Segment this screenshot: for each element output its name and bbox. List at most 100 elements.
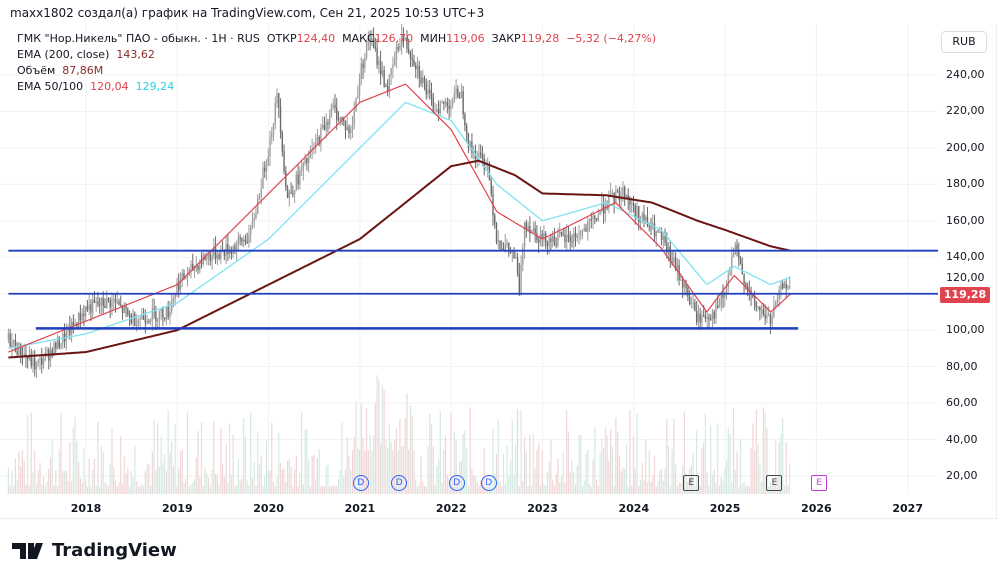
candle-body [329,116,331,125]
candle-body [207,254,210,257]
logo-text: TradingView [52,540,177,561]
candle-body [451,101,454,106]
candle-body [156,318,159,322]
high-value: 126,70 [374,32,414,45]
candle-body [88,304,90,310]
earnings-event-icon[interactable]: E [811,475,828,491]
chart-area[interactable] [0,23,997,519]
candle-body [557,233,559,246]
candle-body [390,67,392,75]
legend-ema50-100[interactable]: EMA 50/100 120,04 129,24 [17,79,656,95]
currency-button[interactable]: RUB [941,31,987,53]
candle-body [578,235,580,237]
candle-body [267,156,269,165]
legend-volume[interactable]: Объём 87,86M [17,63,656,79]
dividend-event-icon[interactable]: D [448,475,465,491]
candle-body [597,214,600,221]
candle-body [680,279,682,281]
open-label: ОТКР [266,32,297,45]
candle-body [314,141,317,148]
candle-body [162,308,164,318]
candle-body [674,257,677,271]
candle-body [566,234,568,243]
earnings-event-icon[interactable]: E [766,475,783,491]
candle-body [348,126,350,134]
candle-body [436,109,438,112]
candle-body [715,305,717,319]
candle-body [16,351,18,355]
candle-body [125,306,127,309]
candle-body [355,98,357,112]
candle-body [653,223,656,237]
earnings-event-icon[interactable]: E [683,475,700,491]
candle-body [550,238,552,242]
candle-body [334,104,336,108]
candle-body [55,342,57,349]
candle-body [176,282,178,294]
candle-body [383,70,385,87]
candle-body [193,268,196,271]
candle-body [104,305,106,309]
candle-body [239,237,241,239]
y-tick-label: 20,00 [946,468,978,482]
price-chart[interactable] [0,23,996,518]
tradingview-logo[interactable]: TradingView [12,540,177,561]
candle-body [781,283,784,289]
x-tick-label: 2018 [70,502,102,515]
candle-body [717,305,719,308]
candle-body [546,242,549,247]
dividend-event-icon[interactable]: D [391,475,408,491]
candle-body [386,86,389,92]
candle-body [311,148,313,150]
candle-body [206,256,208,260]
close-label: ЗАКР [491,32,521,45]
candle-body [378,60,380,65]
candle-body [364,57,366,69]
candle-body [158,311,161,319]
legend-ema200[interactable]: EMA (200, close) 143,62 [17,47,656,63]
candle-body [559,232,561,234]
candle-body [529,225,531,234]
candle-body [664,235,666,243]
candle-body [478,152,480,158]
candle-body [165,306,168,320]
candle-body [509,252,512,254]
dividend-event-icon[interactable]: D [480,475,497,491]
candle-body [576,235,578,238]
candle-body [332,104,334,106]
candle-body [9,333,11,348]
candle-body [402,34,405,41]
candle-body [341,117,343,120]
x-tick-label: 2025 [709,502,741,515]
candle-body [437,109,440,114]
candle-body [660,231,663,240]
candle-body [443,102,445,104]
candle-body [309,149,312,158]
candle-body [174,293,176,299]
candle-body [183,273,185,280]
candle-body [299,170,301,185]
candle-body [392,64,394,68]
candle-body [374,47,377,49]
candle-body [35,362,38,370]
candle-body [279,107,282,133]
candle-body [650,226,652,228]
candle-body [118,301,120,305]
candle-body [307,157,310,163]
candle-body [372,37,375,48]
y-tick-label: 100,00 [946,323,985,337]
candle-body [734,244,736,254]
candle-body [186,275,189,278]
candle-body [501,248,503,250]
candle-body [738,250,740,259]
candle-body [592,216,594,220]
candle-body [248,235,250,243]
candle-body [90,304,92,313]
y-tick-label: 160,00 [946,213,985,227]
candle-body [135,325,138,327]
candle-body [469,141,471,148]
candle-body [574,232,577,238]
candle-body [128,314,131,317]
dividend-event-icon[interactable]: D [352,475,369,491]
candle-body [60,343,62,348]
